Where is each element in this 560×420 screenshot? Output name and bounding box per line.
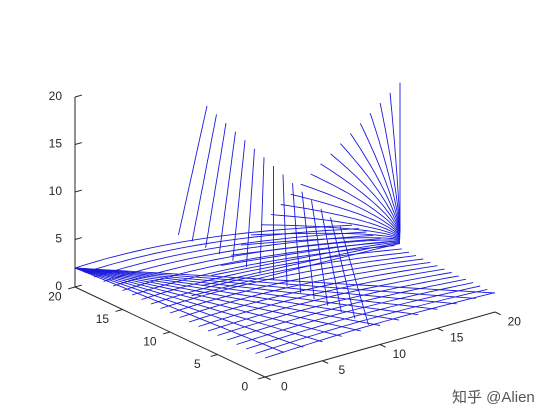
z-tick-label: 20 [49, 89, 63, 103]
streamline [74, 267, 496, 294]
z-tick-label: 0 [55, 279, 62, 293]
streamline [320, 163, 401, 235]
streamline [201, 242, 400, 287]
z-tick [74, 237, 83, 240]
streamline [178, 105, 208, 235]
y-tick [162, 331, 171, 335]
streamline [311, 200, 329, 306]
x-tick-label: 10 [393, 347, 407, 361]
streamline [339, 225, 369, 326]
x-tick-label: 20 [508, 314, 522, 328]
z-tick-label: 15 [49, 137, 63, 151]
streamline [191, 243, 401, 297]
x-tick [437, 327, 444, 332]
y-tick-label: 15 [96, 312, 110, 326]
streamline [74, 267, 285, 354]
streamline [211, 241, 400, 276]
x-tick-label: 15 [450, 331, 464, 345]
streamline [300, 183, 401, 237]
x-tick [264, 376, 271, 381]
streamline [292, 183, 302, 293]
streamline [205, 123, 227, 248]
y-tick [210, 354, 218, 357]
streamline [259, 157, 265, 274]
streamlines [74, 82, 496, 359]
y-tick-label: 0 [242, 380, 249, 394]
streamline [74, 267, 400, 321]
streamline [359, 123, 401, 232]
streamline [282, 174, 288, 287]
streamline [74, 267, 381, 326]
z-tick [74, 94, 83, 98]
x-tick-label: 0 [281, 379, 288, 393]
streamline [74, 267, 419, 316]
streamline [330, 153, 401, 234]
streamline [340, 143, 401, 234]
y-tick [257, 376, 266, 380]
streamline [74, 224, 353, 269]
streamline [74, 267, 438, 310]
streamline [74, 267, 476, 299]
streamline [232, 140, 246, 261]
streamline [320, 208, 342, 313]
y-tick [67, 286, 76, 290]
streamline [179, 261, 431, 318]
streamline [131, 245, 395, 296]
streamline [74, 267, 361, 332]
streamline [74, 267, 304, 348]
streamline [260, 224, 401, 240]
streamline [93, 231, 367, 278]
streamline [74, 267, 342, 337]
x-tick [379, 344, 386, 348]
streamline [84, 228, 360, 273]
streamline [218, 131, 236, 255]
z-tick [74, 142, 83, 145]
streamline [231, 239, 400, 256]
streamline [301, 191, 315, 300]
y-tick [115, 309, 123, 312]
y-tick-label: 10 [143, 335, 157, 349]
streamline [236, 282, 474, 345]
x-tick [494, 311, 501, 316]
x-tick-label: 5 [338, 363, 345, 377]
z-tick-label: 5 [55, 232, 62, 246]
streamline [310, 173, 401, 236]
streamline [330, 217, 356, 319]
streamline [280, 204, 401, 238]
streamline [160, 255, 417, 309]
streamline [349, 133, 401, 233]
streamline [270, 214, 401, 239]
y-tick-label: 5 [194, 357, 201, 371]
streamline [74, 267, 323, 343]
z-tick [74, 189, 83, 193]
streamline [191, 114, 217, 242]
watermark: 知乎 @Alien [452, 389, 535, 406]
streamline [245, 148, 255, 268]
z-tick-label: 10 [49, 184, 63, 198]
streamline [221, 240, 400, 266]
x-tick [322, 360, 329, 364]
streamline [241, 237, 401, 246]
streamline [207, 272, 452, 332]
streamline [290, 193, 401, 237]
streamline [74, 267, 457, 305]
z-tick [74, 284, 83, 288]
y-tick-label: 20 [48, 290, 62, 304]
